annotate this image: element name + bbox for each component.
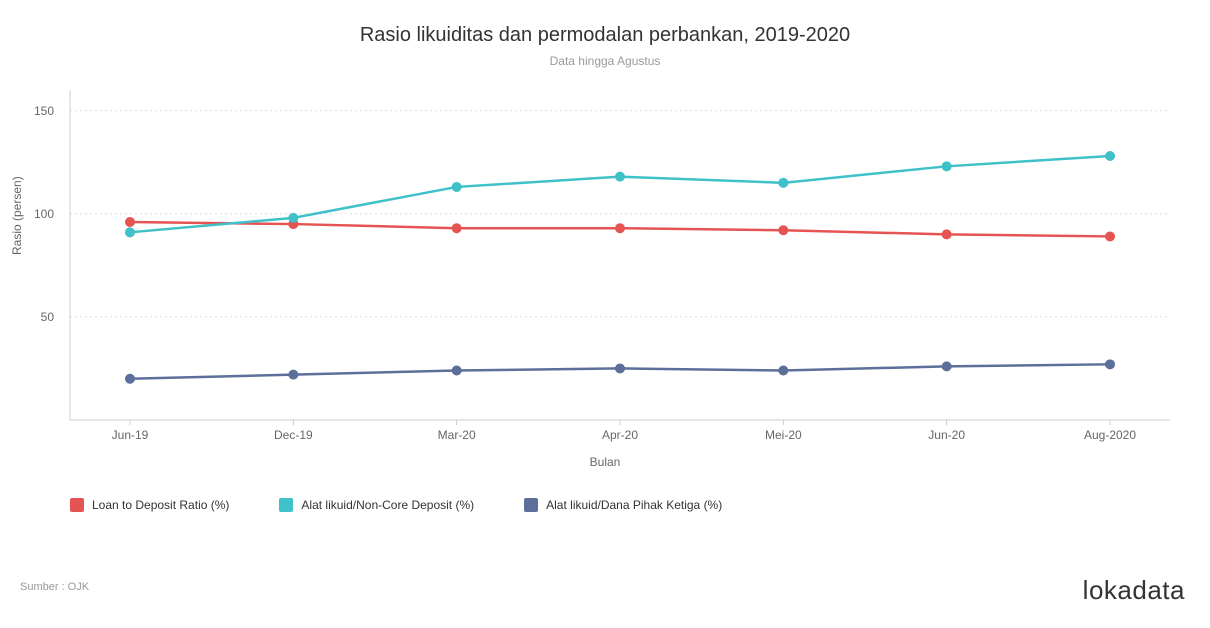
x-axis-tick-labels: Jun-19 Dec-19 Mar-20 Apr-20 Mei-20 Jun-20 Aug-… <box>70 428 1170 448</box>
legend-swatch-1 <box>279 498 293 512</box>
y-axis-tick-labels: 50 100 150 <box>0 90 64 420</box>
x-axis-title: Bulan <box>0 455 1210 469</box>
x-tick-label: Mar-20 <box>438 428 476 442</box>
legend-item-1[interactable]: Alat likuid/Non-Core Deposit (%) <box>279 498 474 512</box>
chart-title: Rasio likuiditas dan permodalan perbanka… <box>0 24 1210 47</box>
legend: Loan to Deposit Ratio (%) Alat likuid/No… <box>70 498 1130 512</box>
x-tick-label: Apr-20 <box>602 428 638 442</box>
x-tick-label: Jun-19 <box>112 428 149 442</box>
legend-swatch-0 <box>70 498 84 512</box>
x-tick-label: Jun-20 <box>928 428 965 442</box>
chart-container: Rasio likuiditas dan permodalan perbanka… <box>0 0 1210 628</box>
legend-label-1: Alat likuid/Non-Core Deposit (%) <box>301 498 474 512</box>
brand-part3: kadata <box>1104 575 1185 605</box>
x-tick-label: Dec-19 <box>274 428 313 442</box>
x-tick-label: Aug-2020 <box>1084 428 1136 442</box>
x-tick-label: Mei-20 <box>765 428 802 442</box>
legend-label-2: Alat likuid/Dana Pihak Ketiga (%) <box>546 498 722 512</box>
brand-logo: lokadata <box>1083 575 1185 606</box>
y-tick-label: 100 <box>34 207 54 221</box>
y-tick-label: 50 <box>41 310 54 324</box>
source-text: Sumber : OJK <box>20 581 89 593</box>
plot-area <box>70 90 1170 420</box>
y-tick-label: 150 <box>34 104 54 118</box>
legend-item-0[interactable]: Loan to Deposit Ratio (%) <box>70 498 229 512</box>
chart-subtitle: Data hingga Agustus <box>0 54 1210 68</box>
brand-part2: o <box>1089 575 1104 605</box>
legend-label-0: Loan to Deposit Ratio (%) <box>92 498 229 512</box>
legend-swatch-2 <box>524 498 538 512</box>
legend-item-2[interactable]: Alat likuid/Dana Pihak Ketiga (%) <box>524 498 722 512</box>
